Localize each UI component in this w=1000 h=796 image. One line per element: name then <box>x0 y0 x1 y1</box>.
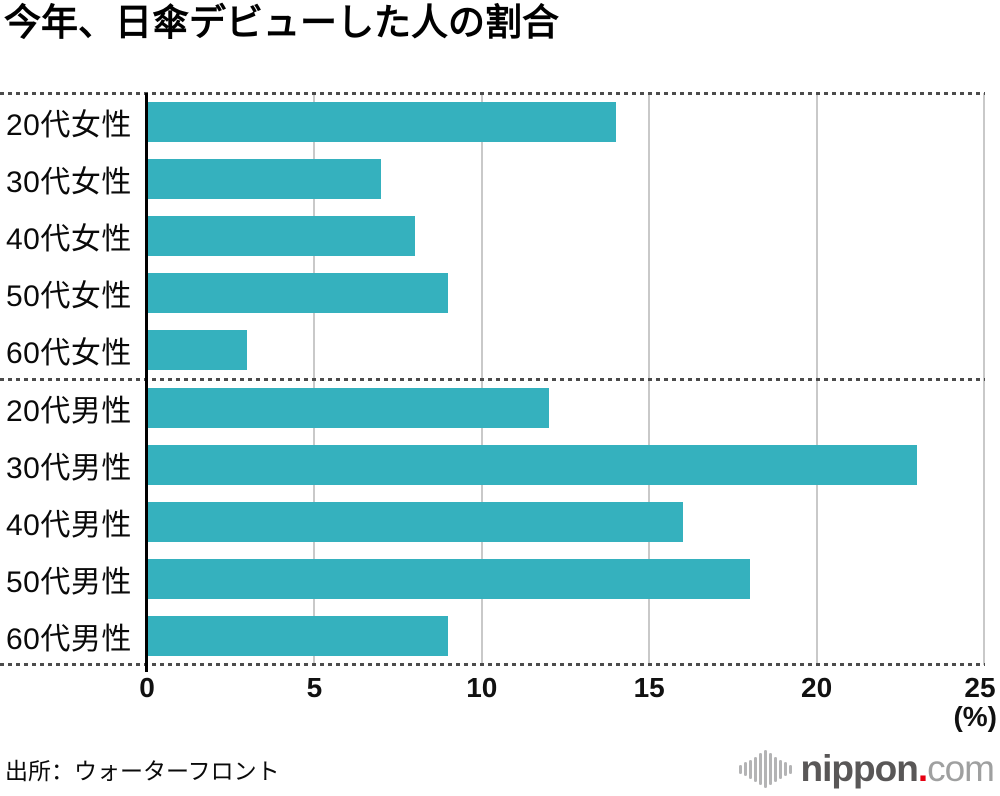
bar <box>147 616 449 657</box>
bar <box>147 501 683 542</box>
x-tick-label: 0 <box>139 672 155 703</box>
bar <box>147 387 549 428</box>
bar-row: 20代男性 <box>0 379 985 436</box>
category-label: 40代男性 <box>6 508 132 542</box>
category-label: 20代女性 <box>6 108 132 142</box>
logo-brand: nippon <box>800 748 919 789</box>
page-title: 今年、日傘デビューした人の割合 <box>4 2 559 43</box>
bar-row: 40代男性 <box>0 493 985 550</box>
x-tick-label: 5 <box>306 672 323 703</box>
bar <box>147 559 750 600</box>
category-label: 60代女性 <box>6 337 132 371</box>
x-tick-label: 10 <box>466 672 498 703</box>
bar-row: 20代女性 <box>0 93 985 150</box>
category-label: 60代男性 <box>6 623 132 657</box>
category-label: 40代女性 <box>6 222 132 256</box>
bar-row: 50代男性 <box>0 551 985 608</box>
category-label: 50代男性 <box>6 566 132 600</box>
bar-chart-plot-area: 20代女性 30代女性 40代女性 50代女性 60代女性 20代男性 30代男性 40代男性… <box>0 92 985 672</box>
bar-row: 60代男性 <box>0 608 985 665</box>
bar <box>147 273 449 314</box>
x-axis-unit-label: (%) <box>953 701 997 732</box>
nippon-logo: nippon. com <box>738 744 995 794</box>
logo-text: nippon. com <box>800 748 995 790</box>
logo-dot: . <box>917 748 928 789</box>
bar <box>147 215 415 256</box>
x-tick-label: 25 <box>964 672 996 703</box>
plot-bottom-dashed-border <box>0 663 985 666</box>
category-label: 50代女性 <box>6 280 132 314</box>
x-tick-label: 15 <box>633 672 665 703</box>
bar-row: 30代男性 <box>0 436 985 493</box>
category-label: 30代女性 <box>6 165 132 199</box>
y-axis-line <box>145 93 148 672</box>
category-label: 20代男性 <box>6 394 132 428</box>
bar-row: 50代女性 <box>0 265 985 322</box>
waveform-icon <box>738 749 792 789</box>
plot-top-dashed-border <box>0 92 985 95</box>
bar-row: 60代女性 <box>0 322 985 379</box>
logo-tld: com <box>927 748 995 789</box>
source-text: 出所：ウォーターフロント <box>5 758 280 784</box>
bar <box>147 330 248 371</box>
bar-row: 30代女性 <box>0 150 985 207</box>
group-separator-dashed-line <box>0 378 985 381</box>
category-label: 30代男性 <box>6 451 132 485</box>
bar <box>147 444 918 485</box>
bar <box>147 158 382 199</box>
bar-rows: 20代女性 30代女性 40代女性 50代女性 60代女性 20代男性 30代男性 40代男性… <box>0 93 985 665</box>
bar <box>147 101 616 142</box>
bar-row: 40代女性 <box>0 207 985 264</box>
x-tick-label: 20 <box>801 672 833 703</box>
